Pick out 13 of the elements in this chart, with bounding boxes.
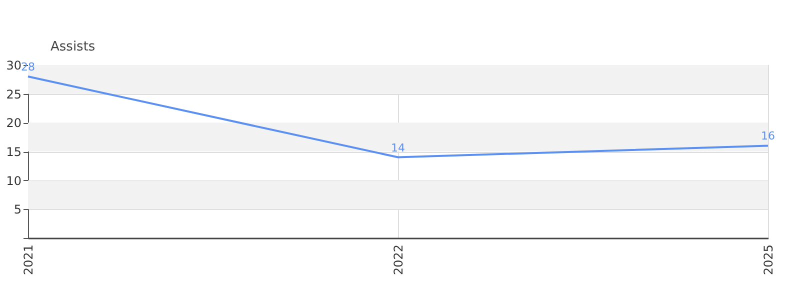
y-tick-label: 5 [14,202,22,217]
y-axis-title: Assists [50,40,96,54]
data-label: 14 [391,141,405,154]
data-label: 28 [21,60,35,74]
data-label: 16 [761,130,775,143]
y-tick-label: 25 [6,87,22,102]
y-tick-label: 30 [6,58,22,72]
y-tick-label: 20 [6,116,22,130]
x-tick-label: 2022 [392,244,406,276]
x-tick-label: 2021 [22,244,36,276]
x-tick-label: 2025 [762,244,776,276]
y-tick-label: 10 [6,174,22,188]
y-tick-label: 15 [6,145,22,159]
